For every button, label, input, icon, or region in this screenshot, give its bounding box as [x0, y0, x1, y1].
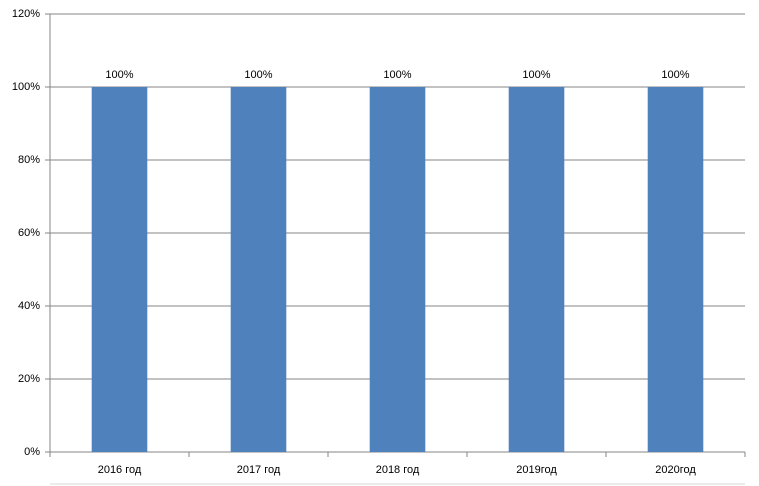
y-tick-label: 40%: [18, 300, 40, 312]
data-label: 100%: [522, 69, 550, 81]
bar: [647, 87, 704, 452]
y-tick-label: 0%: [24, 446, 40, 458]
data-label: 100%: [383, 69, 411, 81]
x-tick-label: 2018 год: [376, 464, 420, 476]
y-tick-label: 60%: [18, 227, 40, 239]
bar: [230, 87, 287, 452]
y-tick-label: 80%: [18, 154, 40, 166]
x-tick-label: 2016 год: [98, 464, 142, 476]
x-tick-label: 2019год: [516, 464, 557, 476]
y-tick-label: 120%: [12, 8, 40, 20]
data-label: 100%: [661, 69, 689, 81]
data-label: 100%: [105, 69, 133, 81]
y-tick-label: 20%: [18, 373, 40, 385]
x-tick-label: 2017 год: [237, 464, 281, 476]
x-tick-label: 2020год: [655, 464, 696, 476]
bar: [369, 87, 426, 452]
bar: [508, 87, 565, 452]
data-label: 100%: [244, 69, 272, 81]
bar: [91, 87, 148, 452]
y-tick-label: 100%: [12, 81, 40, 93]
